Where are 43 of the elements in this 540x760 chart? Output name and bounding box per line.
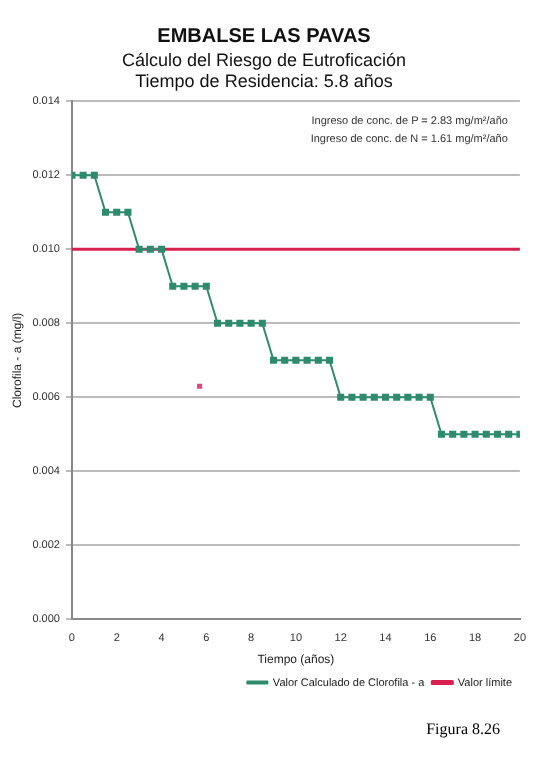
point xyxy=(337,393,345,401)
chart-title: EMBALSE LAS PAVAS xyxy=(157,25,372,48)
point xyxy=(236,319,244,327)
point xyxy=(303,356,311,364)
point xyxy=(460,430,468,438)
point xyxy=(146,245,154,253)
point xyxy=(471,430,479,438)
point xyxy=(505,430,513,438)
point xyxy=(426,393,434,401)
point xyxy=(113,208,121,216)
point xyxy=(482,430,490,438)
point xyxy=(180,282,188,290)
point xyxy=(281,356,289,364)
point xyxy=(269,356,278,364)
point xyxy=(393,393,401,401)
point xyxy=(79,171,87,179)
point xyxy=(493,430,502,438)
point xyxy=(202,282,210,290)
point xyxy=(325,356,334,364)
point xyxy=(415,393,423,401)
point xyxy=(135,245,143,253)
point xyxy=(258,319,266,327)
point xyxy=(359,393,367,401)
point xyxy=(370,393,378,401)
point xyxy=(124,208,132,216)
point xyxy=(292,356,300,364)
point xyxy=(247,319,255,327)
point xyxy=(381,393,390,401)
point xyxy=(314,356,322,364)
point xyxy=(101,208,110,216)
chart-subtitle: Cálculo del Riesgo de Eutroficación Tiempo de Residencia: 5.8 años xyxy=(121,49,407,92)
point xyxy=(90,171,98,179)
point xyxy=(191,282,199,290)
point xyxy=(437,430,446,438)
text: Figura 8.26 xyxy=(426,720,500,738)
point xyxy=(348,393,356,401)
point xyxy=(169,282,177,290)
point xyxy=(225,319,233,327)
point xyxy=(197,383,203,389)
point xyxy=(157,245,166,253)
point xyxy=(213,319,222,327)
point xyxy=(404,393,412,401)
point xyxy=(449,430,457,438)
